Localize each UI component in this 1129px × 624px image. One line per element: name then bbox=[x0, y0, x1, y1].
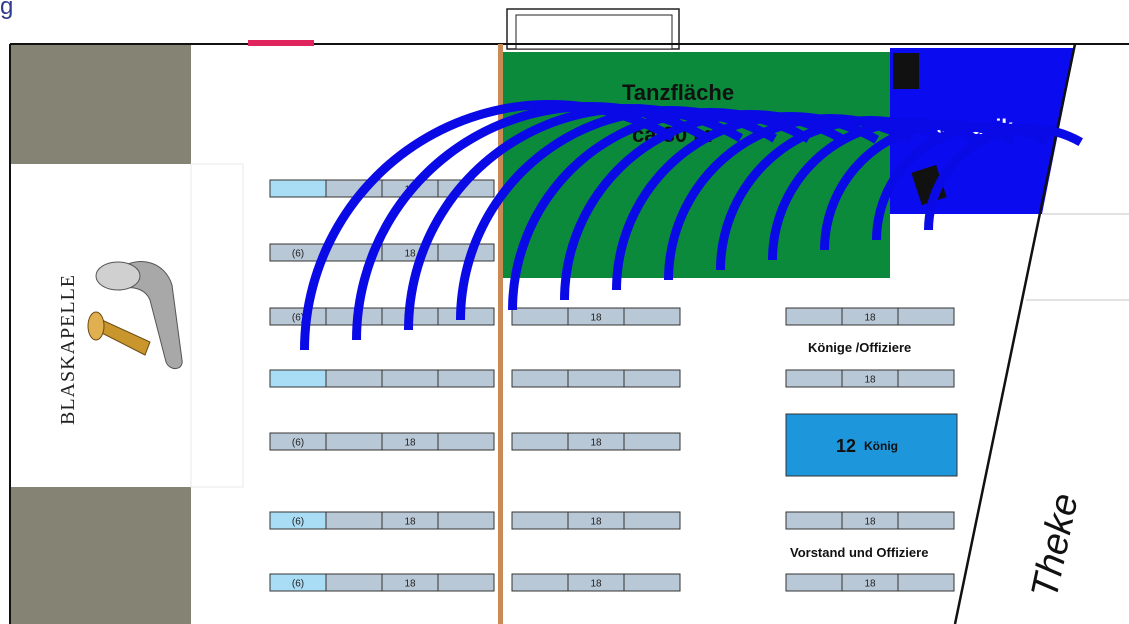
koenig-table bbox=[785, 413, 958, 477]
right-table: 18 bbox=[785, 511, 955, 530]
table-cell bbox=[511, 573, 569, 592]
theke-wall bbox=[953, 43, 1077, 624]
table-cell bbox=[511, 369, 569, 388]
table-cell-label: (6) bbox=[292, 579, 304, 590]
koenig-table-label: König bbox=[864, 439, 898, 453]
sound-arc bbox=[716, 116, 947, 270]
wall-block-top bbox=[11, 45, 191, 164]
table-cell bbox=[269, 179, 327, 198]
sound-arc bbox=[352, 101, 709, 340]
left-table-row: (6) 18 bbox=[269, 573, 495, 592]
table-cell-label: 18 bbox=[590, 579, 602, 590]
table-cell bbox=[325, 369, 383, 388]
speaker-icon-top bbox=[893, 53, 919, 89]
table-cell bbox=[511, 511, 569, 530]
table-cell bbox=[437, 573, 495, 592]
table-cell bbox=[381, 369, 439, 388]
table-cell bbox=[785, 573, 843, 592]
left-table-row: (6) 18 bbox=[269, 432, 495, 451]
table-cell-label: (6) bbox=[292, 438, 304, 449]
table-cell bbox=[897, 369, 955, 388]
table-cell-label: 18 bbox=[404, 249, 416, 260]
table-cell bbox=[437, 307, 495, 326]
table-cell bbox=[437, 369, 495, 388]
sound-arc bbox=[508, 107, 811, 310]
table-cell bbox=[325, 432, 383, 451]
table-cell-label: 18 bbox=[864, 313, 876, 324]
koenige-offiziere-label: Könige /Offiziere bbox=[808, 340, 911, 355]
table-cell bbox=[511, 432, 569, 451]
blaskapelle-area-outline bbox=[190, 163, 244, 488]
sound-arc bbox=[872, 121, 1049, 240]
sound-arc bbox=[664, 113, 913, 280]
right-table: 18 bbox=[785, 369, 955, 388]
left-table-row: (6) 18 bbox=[269, 243, 495, 262]
middle-table: 18 bbox=[511, 432, 681, 451]
middle-table: 18 bbox=[511, 511, 681, 530]
table-cell bbox=[623, 573, 681, 592]
door-marker bbox=[248, 40, 314, 46]
table-cell bbox=[623, 369, 681, 388]
sound-arc bbox=[404, 104, 743, 331]
table-cell bbox=[785, 369, 843, 388]
table-cell bbox=[511, 307, 569, 326]
table-cell bbox=[623, 511, 681, 530]
table-cell bbox=[623, 432, 681, 451]
table-cell bbox=[567, 369, 625, 388]
middle-table bbox=[511, 369, 681, 388]
page-title-fragment: g bbox=[0, 0, 13, 20]
left-table-row: (6) 18 bbox=[269, 511, 495, 530]
table-cell-label: (6) bbox=[292, 517, 304, 528]
wall-block-bottom bbox=[11, 487, 191, 624]
pillar-line bbox=[498, 44, 503, 624]
table-cell-label: 18 bbox=[404, 438, 416, 449]
table-cell bbox=[325, 511, 383, 530]
table-cell-label: 18 bbox=[404, 517, 416, 528]
table-cell bbox=[897, 307, 955, 326]
trumpet-icon bbox=[87, 311, 151, 356]
table-cell bbox=[785, 511, 843, 530]
sound-arcs bbox=[300, 100, 1083, 351]
sound-arc bbox=[820, 120, 1015, 250]
sound-arc bbox=[768, 117, 981, 260]
table-cell-label: 18 bbox=[864, 375, 876, 386]
table-cell bbox=[897, 573, 955, 592]
sound-arc bbox=[612, 111, 879, 291]
table-cell-label: 18 bbox=[590, 438, 602, 449]
sound-arc bbox=[924, 124, 1083, 230]
right-table: 18 bbox=[785, 307, 955, 326]
vorstand-offiziere-label: Vorstand und Offiziere bbox=[790, 545, 928, 560]
sound-arc bbox=[300, 100, 675, 351]
table-cell bbox=[437, 511, 495, 530]
table-cell bbox=[437, 432, 495, 451]
table-cell-label: 18 bbox=[590, 313, 602, 324]
middle-table: 18 bbox=[511, 307, 681, 326]
table-cell-label: 18 bbox=[404, 579, 416, 590]
table-cell bbox=[623, 307, 681, 326]
table-cell bbox=[897, 511, 955, 530]
koenig-table-number: 12 bbox=[836, 436, 856, 456]
sound-arc bbox=[456, 106, 777, 321]
table-cell-label: (6) bbox=[292, 249, 304, 260]
table-cell-label: 18 bbox=[864, 579, 876, 590]
table-cell-label: (6) bbox=[292, 313, 304, 324]
theke-label: Theke bbox=[1024, 490, 1087, 602]
left-table-row bbox=[269, 369, 495, 388]
table-cell bbox=[785, 307, 843, 326]
table-cell bbox=[325, 573, 383, 592]
middle-table: 18 bbox=[511, 573, 681, 592]
dance-floor-label: Tanzfläche bbox=[622, 80, 734, 105]
tuba-icon bbox=[95, 261, 183, 369]
blaskapelle-label: BLASKAPELLE bbox=[57, 274, 79, 425]
sound-arc bbox=[560, 110, 845, 300]
right-table: 18 bbox=[785, 573, 955, 592]
table-cell bbox=[269, 369, 327, 388]
table-cell-label: 18 bbox=[590, 517, 602, 528]
table-cell-label: 18 bbox=[864, 517, 876, 528]
